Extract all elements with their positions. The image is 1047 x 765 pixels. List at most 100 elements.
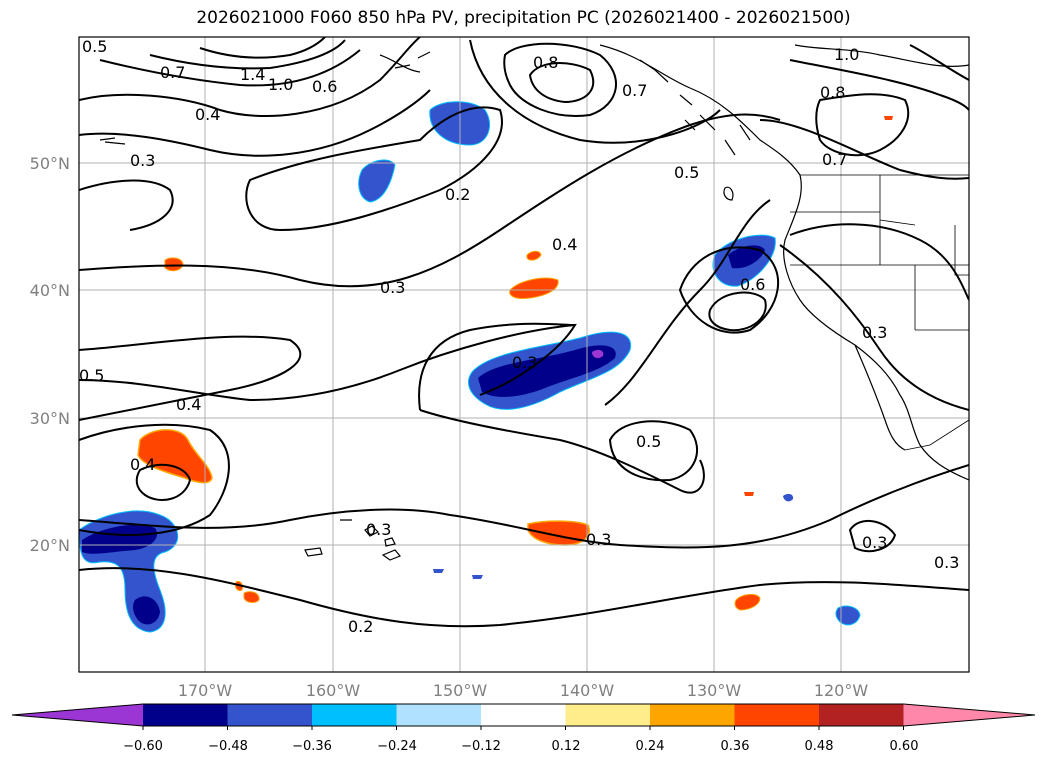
gridlines	[79, 37, 969, 672]
colorbar-tick-label: −0.36	[292, 739, 332, 754]
pv-contour	[149, 39, 346, 70]
precip-blob-neg	[433, 569, 444, 573]
contour-label: 0.8	[533, 53, 558, 72]
map-field: 0.5 0.7 1.4 1.0 0.6 0.4 0.3 0.2 0.8 0.7 …	[79, 37, 969, 672]
precip-blob-neg	[472, 575, 483, 579]
pv-contours	[79, 37, 969, 628]
pv-contour	[418, 322, 576, 411]
precip-blob-neg-core	[82, 524, 158, 554]
pv-contour	[79, 464, 969, 549]
pv-contour	[79, 567, 969, 628]
pv-contour	[604, 199, 771, 406]
contour-label: 1.4	[240, 65, 265, 84]
lat-tick-label: 20°N	[30, 536, 70, 555]
contour-label: 0.7	[160, 63, 185, 82]
lon-tick-label: 130°W	[687, 681, 742, 700]
pv-contour	[503, 42, 617, 117]
colorbar-segment	[143, 704, 228, 726]
contour-label: 0.3	[380, 278, 405, 297]
pv-contour	[815, 93, 910, 157]
pv-contour	[789, 59, 969, 111]
pv-contour	[79, 179, 174, 231]
colorbar-tick-label: 0.24	[636, 739, 665, 754]
borders	[790, 174, 969, 451]
contour-label: 0.3	[586, 530, 611, 549]
contour-label: 0.7	[622, 81, 647, 100]
contour-label: 0.8	[820, 83, 845, 102]
precip-fills	[79, 101, 893, 633]
contour-label: 0.4	[176, 395, 201, 414]
coastline-land-small	[723, 186, 734, 201]
pv-contour	[608, 420, 699, 482]
contour-label: 0.4	[195, 105, 220, 124]
precip-blob-neg-core	[133, 596, 160, 625]
map-title: 2026021000 F060 850 hPa PV, precipitatio…	[196, 8, 851, 28]
colorbar-extend-left	[12, 704, 143, 726]
pv-contour	[79, 89, 431, 157]
colorbar-segment	[819, 704, 904, 726]
colorbar-tick-label: −0.48	[208, 739, 248, 754]
border-state	[790, 175, 969, 331]
colorbar-segment	[396, 704, 482, 726]
colorbar	[11, 703, 1036, 730]
colorbar-tick-label: 0.36	[721, 739, 750, 754]
precip-blob-pos	[884, 116, 893, 120]
coastline-north-america	[599, 44, 969, 481]
contour-label: 0.5	[82, 37, 107, 56]
map-frame	[78, 36, 970, 673]
contour-label: 0.3	[862, 533, 887, 552]
contour-label: 0.7	[822, 150, 847, 169]
contour-label: 1.0	[268, 75, 293, 94]
pv-contour	[419, 409, 705, 494]
coastlines	[99, 44, 969, 561]
pv-contour	[79, 323, 577, 402]
pv-contour	[708, 291, 767, 332]
colorbar-tick-label: 0.12	[552, 739, 581, 754]
pv-contour	[199, 37, 326, 59]
contour-label: 0.3	[512, 353, 537, 372]
lat-tick-label: 40°N	[30, 281, 70, 300]
precip-blob-neg-max	[592, 349, 604, 359]
colorbar-tick-label: −0.12	[461, 739, 501, 754]
contour-label: 1.0	[834, 45, 859, 64]
lat-tick-labels: 50°N 40°N 30°N 20°N	[30, 154, 70, 555]
contour-label: 0.2	[445, 185, 470, 204]
contour-label: 0.5	[674, 163, 699, 182]
precip-blob-pos	[526, 250, 542, 261]
colorbar-tick-label: 0.48	[805, 739, 834, 754]
colorbar-segment	[565, 704, 651, 726]
lat-tick-label: 50°N	[30, 154, 70, 173]
colorbar-segment	[227, 704, 313, 726]
pv-contour	[79, 423, 230, 536]
lon-tick-label: 150°W	[433, 681, 488, 700]
precip-blob-pos	[137, 429, 213, 484]
pv-contour	[528, 62, 595, 104]
contour-label: 0.4	[552, 235, 577, 254]
colorbar-segment	[312, 704, 397, 726]
pv-contour	[79, 335, 302, 421]
colorbar-segment	[734, 704, 820, 726]
precip-blob-neg	[835, 605, 861, 626]
precip-blob-pos	[527, 520, 590, 546]
contour-label: 0.5	[636, 432, 661, 451]
contour-label: 0.3	[366, 520, 391, 539]
pv-contour	[135, 463, 192, 501]
colorbar-tick-label: −0.60	[123, 739, 163, 754]
pv-contour	[79, 113, 781, 288]
coastline-alaska-islands	[99, 51, 431, 145]
contour-label: 0.3	[934, 553, 959, 572]
precip-blob-pos	[509, 277, 559, 299]
pv-contour	[779, 244, 969, 411]
colorbar-tick-label: 0.60	[890, 739, 919, 754]
lon-tick-labels: 170°W 160°W 150°W 140°W 130°W 120°W	[178, 681, 869, 700]
colorbar-segment	[481, 704, 566, 726]
lon-tick-label: 160°W	[306, 681, 361, 700]
contour-label: 0.4	[130, 455, 155, 474]
island-hawaii	[304, 519, 401, 561]
colorbar-tick-labels: −0.60 −0.48 −0.36 −0.24 −0.12 0.12 0.24 …	[123, 739, 918, 754]
precip-blob-pos	[734, 593, 761, 611]
pv-contour	[469, 39, 721, 144]
contour-label: 0.5	[79, 366, 104, 385]
colorbar-segment	[650, 704, 735, 726]
